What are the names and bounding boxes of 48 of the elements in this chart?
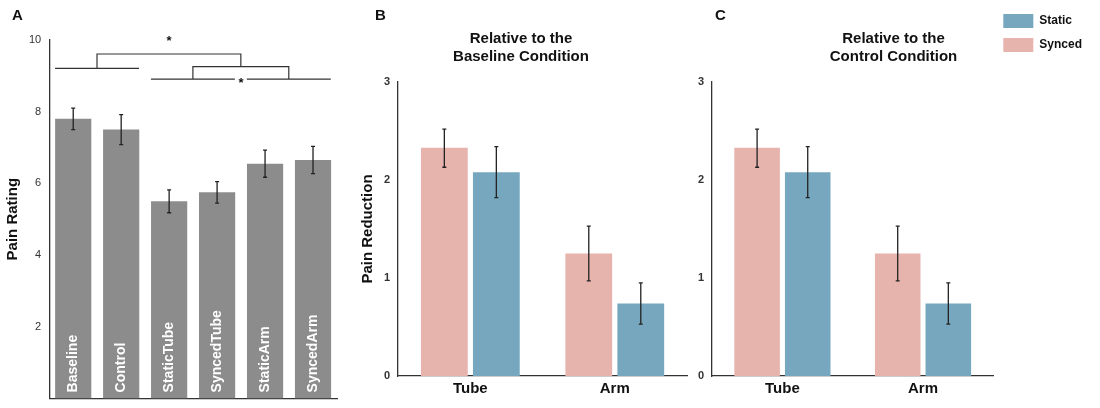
y-tick-label: 10 xyxy=(28,33,42,46)
bar xyxy=(420,147,468,376)
x-tick-label: Arm xyxy=(908,379,939,397)
text: C xyxy=(715,5,726,23)
x-tick-label: SyncedArm xyxy=(303,314,320,393)
x-tick-label: Tube xyxy=(452,379,488,397)
y-tick-label: 1 xyxy=(383,271,391,284)
y-tick-label: 4 xyxy=(35,248,42,261)
bar xyxy=(294,160,332,399)
bar xyxy=(103,129,140,399)
y-tick-label: 8 xyxy=(35,104,42,117)
y-tick-label: 3 xyxy=(697,75,705,88)
x-tick-label: Baseline xyxy=(64,334,81,393)
bar xyxy=(55,118,92,399)
y-tick-label: 0 xyxy=(383,369,391,382)
y-tick-label: 2 xyxy=(35,319,42,332)
bar xyxy=(246,163,284,399)
legend-label: Synced xyxy=(1039,37,1082,52)
bar xyxy=(199,192,236,399)
bar xyxy=(565,253,613,376)
bar xyxy=(784,172,831,376)
bar xyxy=(472,172,520,376)
x-tick-label: SyncedTube xyxy=(207,309,224,393)
y-tick-label: 6 xyxy=(35,176,42,189)
x-tick-label: Arm xyxy=(599,379,630,397)
y-axis-title: Pain Reduction xyxy=(358,174,376,284)
y-tick-label: 2 xyxy=(383,173,391,186)
x-tick-label: StaticTube xyxy=(160,321,176,393)
chart-title: Relative to the Control Condition xyxy=(829,29,958,65)
y-tick-label: 1 xyxy=(697,271,705,284)
y-axis-title: Pain Rating xyxy=(3,177,21,261)
bar xyxy=(925,303,972,376)
bar xyxy=(151,201,188,399)
chart-title: Relative to the Baseline Condition xyxy=(453,29,589,65)
y-tick-label: 3 xyxy=(383,75,391,88)
x-tick-label: Tube xyxy=(765,379,800,397)
y-tick-label: 0 xyxy=(697,369,705,382)
text: A xyxy=(12,5,23,23)
bar xyxy=(874,253,921,376)
bar xyxy=(734,147,780,376)
text: B xyxy=(375,5,386,23)
annotation: * xyxy=(166,33,173,49)
legend-label: Static xyxy=(1039,13,1073,28)
x-tick-label: StaticArm xyxy=(255,326,272,393)
annotation: * xyxy=(238,74,245,90)
y-tick-label: 2 xyxy=(697,173,705,186)
bar xyxy=(617,303,665,376)
x-tick-label: Control xyxy=(112,342,129,393)
